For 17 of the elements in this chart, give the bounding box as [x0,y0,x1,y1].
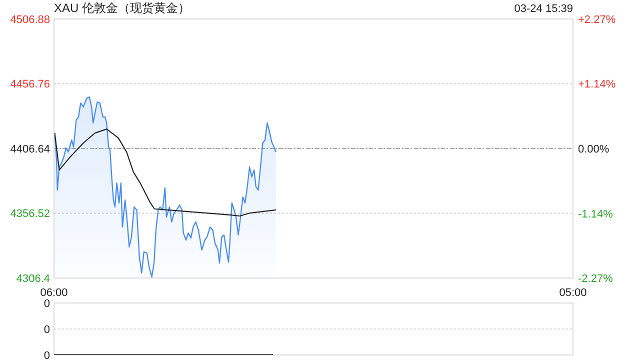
y2-tick-label: +1.14% [578,78,616,90]
y-tick-label: 4406.64 [10,143,50,156]
y-tick-label: 4506.88 [10,14,50,26]
text: 0 [44,350,50,360]
chart-title: XAU 伦敦金（现货黄金） [54,1,190,15]
y-tick-label: 4456.76 [10,78,50,91]
x-tick-label: 06:00 [40,287,68,299]
y2-tick-label: -2.27% [578,272,614,285]
text: 0 [44,298,50,310]
y2-tick-label: -1.14% [578,208,614,220]
y2-tick-label: 0.00% [578,143,610,156]
y2-tick-label: +2.27% [578,14,616,26]
text: 0 [44,324,50,336]
chart-subtitle: 03-24 15:39 [514,3,573,15]
y-tick-label: 4356.52 [10,208,50,220]
y-tick-label: 4306.4 [16,272,50,285]
x-tick-label: 05:00 [559,287,587,299]
